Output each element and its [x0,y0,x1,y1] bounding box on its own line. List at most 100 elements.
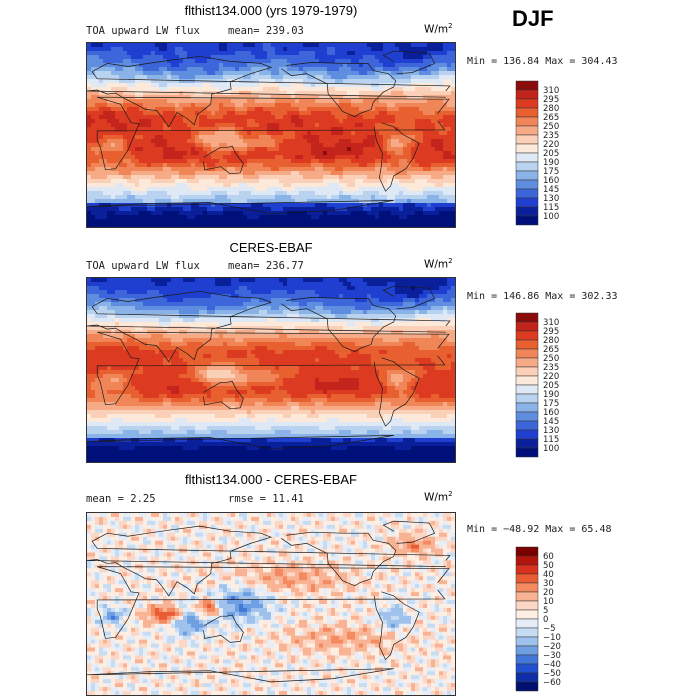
field-cell [343,294,348,299]
field-cell [183,87,188,92]
field-cell [415,302,420,307]
field-cell [243,219,248,224]
field-cell [323,223,328,227]
field-cell [347,95,352,100]
field-cell [267,282,272,287]
field-cell [183,203,188,208]
field-cell [163,187,168,192]
field-cell [387,163,392,168]
field-cell [407,147,412,152]
field-cell [347,179,352,184]
field-cell [327,55,332,60]
field-cell [359,115,364,120]
field-cell [199,83,204,88]
field-cell [387,107,392,112]
field-cell [411,111,416,116]
field-cell [263,123,268,128]
field-cell [235,55,240,60]
coastline [87,55,451,128]
field-cell [199,306,204,311]
field-cell [207,95,212,100]
field-cell [119,306,124,311]
field-cell [331,163,336,168]
field-cell [215,183,220,188]
field-cell [335,302,340,307]
field-cell [135,139,140,144]
coastline [87,200,394,215]
field-cell [319,183,324,188]
field-cell [311,95,316,100]
field-cell [403,143,408,148]
field-cell [359,215,364,220]
field-cell [335,282,340,287]
field-cell [415,115,420,120]
field-cell [431,67,436,72]
colorbar-swatch [515,98,539,109]
field-cell [375,127,380,132]
field-cell [95,139,100,144]
field-cell [271,203,276,208]
field-cell [431,43,436,48]
field-cell [127,195,132,200]
field-cell [391,203,396,208]
field-cell [383,103,388,108]
field-cell [391,159,396,164]
field-cell [267,286,272,291]
field-cell [319,195,324,200]
field-cell [315,219,320,224]
field-cell [279,195,284,200]
field-cell [235,51,240,56]
field-cell [271,302,276,307]
field-cell [159,127,164,132]
field-cell [87,79,92,84]
field-cell [163,306,168,311]
field-cell [207,191,212,196]
field-cell [243,159,248,164]
field-cell [339,123,344,128]
field-cell [319,151,324,156]
field-cell [247,51,252,56]
field-cell [279,119,284,124]
field-cell [267,79,272,84]
field-cell [391,183,396,188]
field-cell [443,127,448,132]
field-cell [271,278,276,283]
field-cell [375,163,380,168]
field-cell [159,143,164,148]
field-cell [267,71,272,76]
field-cell [379,207,384,212]
field-cell [107,211,112,216]
field-cell [419,203,424,208]
field-cell [367,139,372,144]
field-cell [355,127,360,132]
field-cell [359,59,364,64]
field-cell [279,139,284,144]
field-cell [399,151,404,156]
field-cell [131,119,136,124]
field-cell [451,191,455,196]
field-cell [447,135,452,140]
field-cell [323,199,328,204]
field-cell [383,179,388,184]
field-cell [227,123,232,128]
field-cell [311,207,316,212]
field-cell [203,171,208,176]
field-cell [183,43,188,48]
field-cell [331,187,336,192]
field-cell [123,131,128,136]
field-cell [115,306,120,311]
field-cell [159,211,164,216]
field-cell [327,187,332,192]
field-cell [87,223,92,227]
field-cell [335,75,340,80]
field-cell [183,211,188,216]
field-cell [103,139,108,144]
field-cell [207,135,212,140]
field-cell [371,43,376,48]
field-cell [279,63,284,68]
field-cell [331,282,336,287]
field-cell [411,163,416,168]
field-cell [431,175,436,180]
field-cell [447,151,452,156]
field-cell [419,159,424,164]
